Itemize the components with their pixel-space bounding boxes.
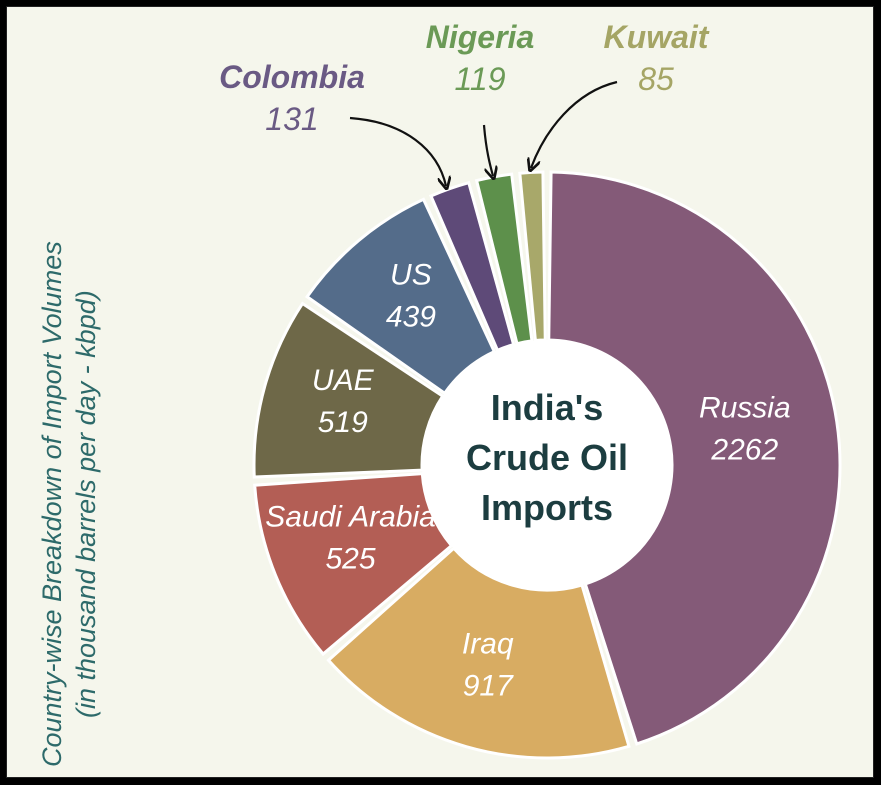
label-value-nigeria: 119 <box>454 61 505 97</box>
slice-russia <box>547 170 842 746</box>
callout-arrow-nigeria <box>482 124 493 176</box>
label-value-uae: 519 <box>318 406 368 439</box>
label-value-iraq: 917 <box>463 670 514 703</box>
label-value-colombia: 131 <box>265 101 318 137</box>
label-value-us: 439 <box>386 300 436 333</box>
donut-hole <box>422 340 672 590</box>
callout-arrow-colombia <box>349 116 446 186</box>
label-value-saudi-arabia: 525 <box>325 543 375 576</box>
label-name-kuwait: Kuwait <box>604 19 710 55</box>
label-name-us: US <box>390 258 432 291</box>
label-name-colombia: Colombia <box>219 59 365 95</box>
callout-arrow-kuwait <box>531 80 618 168</box>
label-name-nigeria: Nigeria <box>426 19 534 55</box>
label-value-kuwait: 85 <box>638 61 674 97</box>
center-title-line-3: Imports <box>481 487 613 528</box>
center-title-line-1: India's <box>491 387 604 428</box>
label-name-russia: Russia <box>699 391 791 424</box>
label-name-uae: UAE <box>312 364 375 397</box>
label-name-saudi-arabia: Saudi Arabia <box>265 501 436 534</box>
center-title-line-2: Crude Oil <box>466 437 628 478</box>
label-name-iraq: Iraq <box>462 628 514 661</box>
label-value-russia: 2262 <box>710 433 778 466</box>
